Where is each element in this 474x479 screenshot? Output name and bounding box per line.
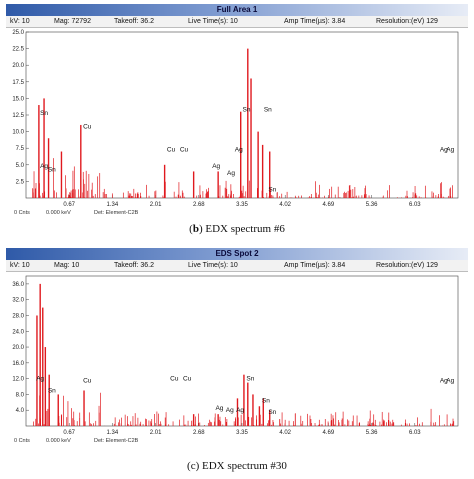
spectrum-noise: [32, 158, 455, 198]
caption-2: (c) EDX spectrum #30: [0, 460, 474, 472]
element-label: Sn: [40, 110, 48, 117]
element-label: Ag: [235, 147, 243, 154]
caption-text: (c) EDX spectrum #30: [187, 460, 287, 472]
spectrum-chart-2: 4.0 8.0 12.0 16.0 20.0 24.0 28.0 32.0 36.0 0.67 1.…: [12, 275, 459, 444]
x-tick-label: 4.02: [279, 430, 291, 436]
x-tick-label: 4.69: [323, 202, 335, 208]
y-tick-label: 5.0: [16, 163, 25, 169]
param-kv: kV: 10: [10, 262, 30, 269]
element-label: Cu: [180, 147, 189, 154]
element-label: Ag: [215, 405, 223, 412]
element-label: Ag: [40, 163, 48, 170]
acquisition-params: kV: 10 Mag: 72792 Takeoff: 36.2 Live Tim…: [6, 16, 468, 28]
y-tick-label: 10.0: [12, 130, 24, 136]
element-label: Sn: [243, 107, 251, 114]
x-tick-label: 6.03: [409, 202, 421, 208]
element-label: Ag: [440, 378, 448, 385]
element-label: Ag: [236, 407, 244, 414]
param-mag: Mag: 72792: [54, 18, 91, 25]
element-label: Cu: [167, 147, 176, 154]
element-label: Sn: [264, 107, 272, 114]
plot-frame: [25, 275, 459, 427]
y-tick-label: 36.0: [12, 282, 24, 288]
y-tick-label: 20.0: [12, 63, 24, 69]
y-tick-label: 22.5: [12, 47, 24, 53]
y-tick-label: 8.0: [16, 392, 25, 398]
y-tick-label: 2.5: [16, 179, 25, 185]
y-tick-label: 16.0: [12, 361, 24, 367]
element-label: Sn: [48, 387, 56, 394]
x-tick-label: 0.67: [63, 202, 75, 208]
element-label: Ag: [440, 147, 448, 154]
y-tick-label: 17.5: [12, 80, 24, 86]
x-tick-label: 2.01: [150, 202, 162, 208]
y-tick-label: 7.5: [16, 146, 25, 152]
element-label: Ag: [36, 376, 44, 383]
param-amp-time: Amp Time(µs): 3.84: [284, 18, 346, 25]
caption-tag: b: [192, 223, 199, 235]
element-label: Sn: [246, 376, 254, 383]
element-label: Cu: [170, 376, 179, 383]
plot-frame: [25, 31, 459, 199]
spectrum-noise: [33, 392, 455, 426]
x-tick-label: 6.03: [409, 430, 421, 436]
x-tick-label: 1.34: [107, 430, 119, 436]
x-tick-label: 2.68: [193, 202, 205, 208]
footer-counts: 0 Cnts: [14, 210, 30, 216]
panel-title: Full Area 1: [6, 4, 468, 16]
x-tick-label: 2.01: [150, 430, 162, 436]
y-tick-label: 12.5: [12, 113, 24, 119]
param-live-time: Live Time(s): 10: [188, 18, 238, 25]
footer-detector: Det: Element-C2B: [94, 438, 139, 444]
x-tick-label: 4.69: [323, 430, 335, 436]
param-resolution: Resolution:(eV) 129: [376, 18, 438, 25]
y-tick-label: 25.0: [12, 30, 24, 36]
x-tick-label: 5.36: [366, 430, 378, 436]
element-label: Ag: [212, 163, 220, 170]
element-label: Sn: [268, 409, 276, 416]
element-label: Ag: [227, 170, 235, 177]
y-tick-label: 32.0: [12, 298, 24, 304]
element-label: Sn: [268, 186, 276, 193]
param-resolution: Resolution:(eV) 129: [376, 262, 438, 269]
spectrum-chart-1: 2.5 5.0 7.5 10.0 12.5 15.0 17.5 20.0 22.5 25.0 0.6…: [12, 30, 459, 216]
param-takeoff: Takeoff: 36.2: [114, 262, 154, 269]
element-label: Cu: [83, 378, 92, 385]
element-label: Ag: [446, 147, 454, 154]
panel-title: EDS Spot 2: [6, 248, 468, 260]
y-tick-label: 24.0: [12, 329, 24, 335]
x-tick-label: 5.36: [366, 202, 378, 208]
y-tick-label: 20.0: [12, 345, 24, 351]
element-label: Ag: [446, 378, 454, 385]
param-kv: kV: 10: [10, 18, 30, 25]
spectrum-panel-1: Full Area 1 kV: 10 Mag: 72792 Takeoff: 3…: [6, 4, 468, 236]
element-label: Sn: [262, 397, 270, 404]
param-live-time: Live Time(s): 10: [188, 262, 238, 269]
param-takeoff: Takeoff: 36.2: [114, 18, 154, 25]
param-mag: Mag: 10: [54, 262, 80, 269]
footer-detector: Det: Element-C2B: [94, 210, 139, 216]
footer-energy: 0.000 keV: [46, 210, 71, 216]
y-tick-label: 28.0: [12, 313, 24, 319]
spectrum-panel-2: EDS Spot 2 kV: 10 Mag: 10 Takeoff: 36.2 …: [6, 248, 468, 448]
x-tick-label: 1.34: [107, 202, 119, 208]
y-tick-label: 12.0: [12, 377, 24, 383]
x-tick-label: 3.35: [236, 430, 248, 436]
param-amp-time: Amp Time(µs): 3.84: [284, 262, 346, 269]
element-label: Cu: [183, 376, 192, 383]
element-label: Cu: [83, 123, 92, 130]
x-tick-label: 0.67: [63, 430, 75, 436]
y-tick-label: 15.0: [12, 96, 24, 102]
caption-1: (b) EDX spectrum #6: [189, 223, 285, 235]
acquisition-params: kV: 10 Mag: 10 Takeoff: 36.2 Live Time(s…: [6, 260, 468, 272]
caption-text: EDX spectrum #6: [202, 223, 285, 235]
element-label: Sn: [48, 166, 56, 173]
x-tick-label: 3.35: [236, 202, 248, 208]
footer-counts: 0 Cnts: [14, 438, 30, 444]
x-tick-label: 4.02: [279, 202, 291, 208]
y-tick-label: 4.0: [16, 408, 25, 414]
footer-energy: 0.000 keV: [46, 438, 71, 444]
x-tick-label: 2.68: [193, 430, 205, 436]
element-label: Ag: [226, 407, 234, 414]
